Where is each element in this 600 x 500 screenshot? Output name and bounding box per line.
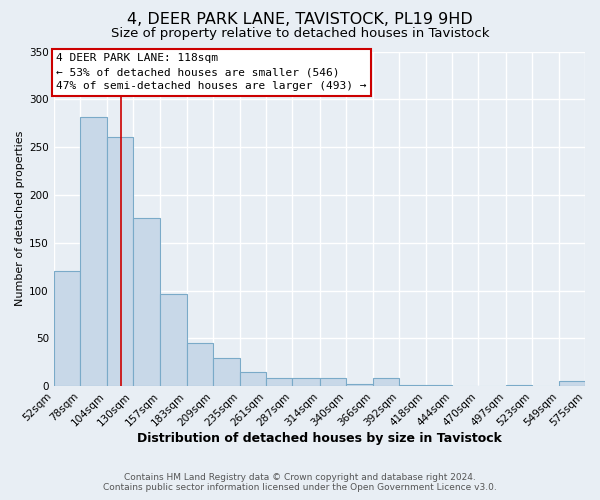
- Bar: [320, 378, 346, 386]
- Y-axis label: Number of detached properties: Number of detached properties: [15, 131, 25, 306]
- Bar: [239, 372, 266, 386]
- Bar: [425, 385, 452, 386]
- Bar: [266, 378, 292, 386]
- Bar: [80, 118, 107, 386]
- Text: Size of property relative to detached houses in Tavistock: Size of property relative to detached ho…: [111, 28, 489, 40]
- Bar: [559, 382, 585, 386]
- Bar: [160, 294, 187, 386]
- X-axis label: Distribution of detached houses by size in Tavistock: Distribution of detached houses by size …: [137, 432, 502, 445]
- Bar: [213, 358, 239, 386]
- Bar: [399, 385, 425, 386]
- Bar: [346, 384, 373, 386]
- Text: Contains HM Land Registry data © Crown copyright and database right 2024.
Contai: Contains HM Land Registry data © Crown c…: [103, 473, 497, 492]
- Bar: [54, 272, 80, 386]
- Bar: [506, 385, 532, 386]
- Bar: [133, 218, 160, 386]
- Bar: [187, 343, 213, 386]
- Text: 4 DEER PARK LANE: 118sqm
← 53% of detached houses are smaller (546)
47% of semi-: 4 DEER PARK LANE: 118sqm ← 53% of detach…: [56, 53, 367, 91]
- Bar: [107, 136, 133, 386]
- Bar: [373, 378, 399, 386]
- Text: 4, DEER PARK LANE, TAVISTOCK, PL19 9HD: 4, DEER PARK LANE, TAVISTOCK, PL19 9HD: [127, 12, 473, 28]
- Bar: [292, 378, 320, 386]
